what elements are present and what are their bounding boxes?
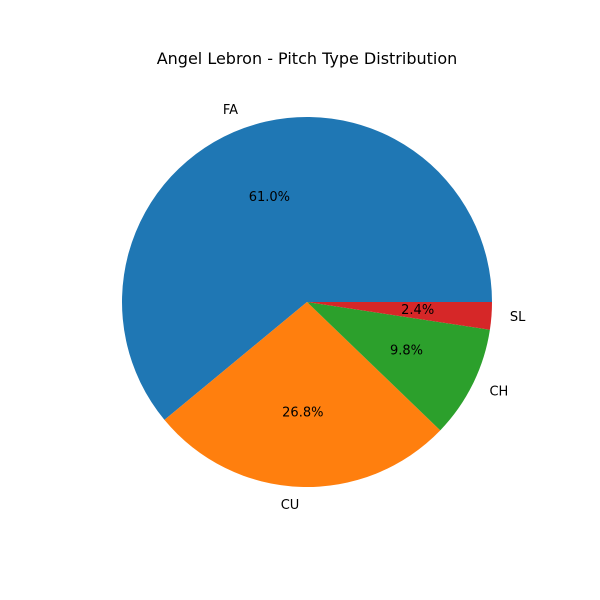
category-label-fa: FA [223, 103, 238, 118]
percent-label-fa: 61.0% [249, 190, 290, 205]
category-label-cu: CU [281, 498, 300, 513]
category-label-sl: SL [510, 310, 526, 325]
pie-slice-cu [164, 302, 441, 487]
pie-slice-ch [307, 302, 490, 431]
pie-slice-fa [122, 116, 493, 420]
pie-slice-sl [307, 302, 492, 330]
percent-label-cu: 26.8% [282, 405, 323, 420]
pie-labels: 61.0% FA 26.8% CU 9.8% CH 2.4% SL [223, 103, 526, 513]
percent-label-sl: 2.4% [401, 303, 434, 318]
category-label-ch: CH [489, 385, 508, 400]
pie-slices [122, 116, 493, 487]
chart-title: Angel Lebron - Pitch Type Distribution [157, 49, 458, 68]
percent-label-ch: 9.8% [390, 344, 423, 359]
